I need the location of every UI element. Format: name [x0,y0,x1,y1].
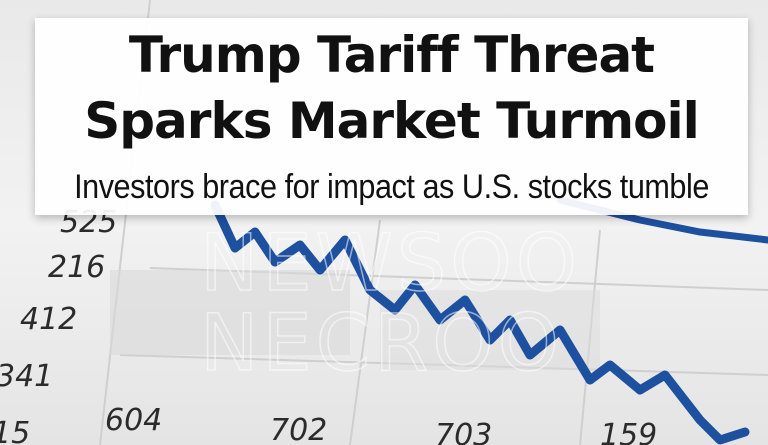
watermark: NEWSOO [200,219,581,309]
x-labels: 604 702 703 159 [105,403,657,445]
y-labels: 52521641234115 [0,205,117,445]
y-label: 341 [0,359,53,394]
headline-banner: Trump Tariff Threat Sparks Market Turmoi… [35,18,748,215]
x-label: 703 [435,418,492,445]
trend-line [210,200,750,445]
subtitle: Investors brace for impact as U.S. stock… [74,168,709,206]
grid-line [349,219,381,445]
shade [110,270,350,355]
watermark: NECROO [200,299,563,389]
x-label: 159 [600,418,657,445]
title: Trump Tariff Threat [128,26,655,84]
x-label: 702 [270,413,327,445]
y-label: 216 [48,250,105,285]
y-label: 412 [20,302,77,337]
title: Sparks Market Turmoil [84,92,700,150]
y-label: 15 [0,416,30,445]
x-label: 604 [105,403,162,438]
